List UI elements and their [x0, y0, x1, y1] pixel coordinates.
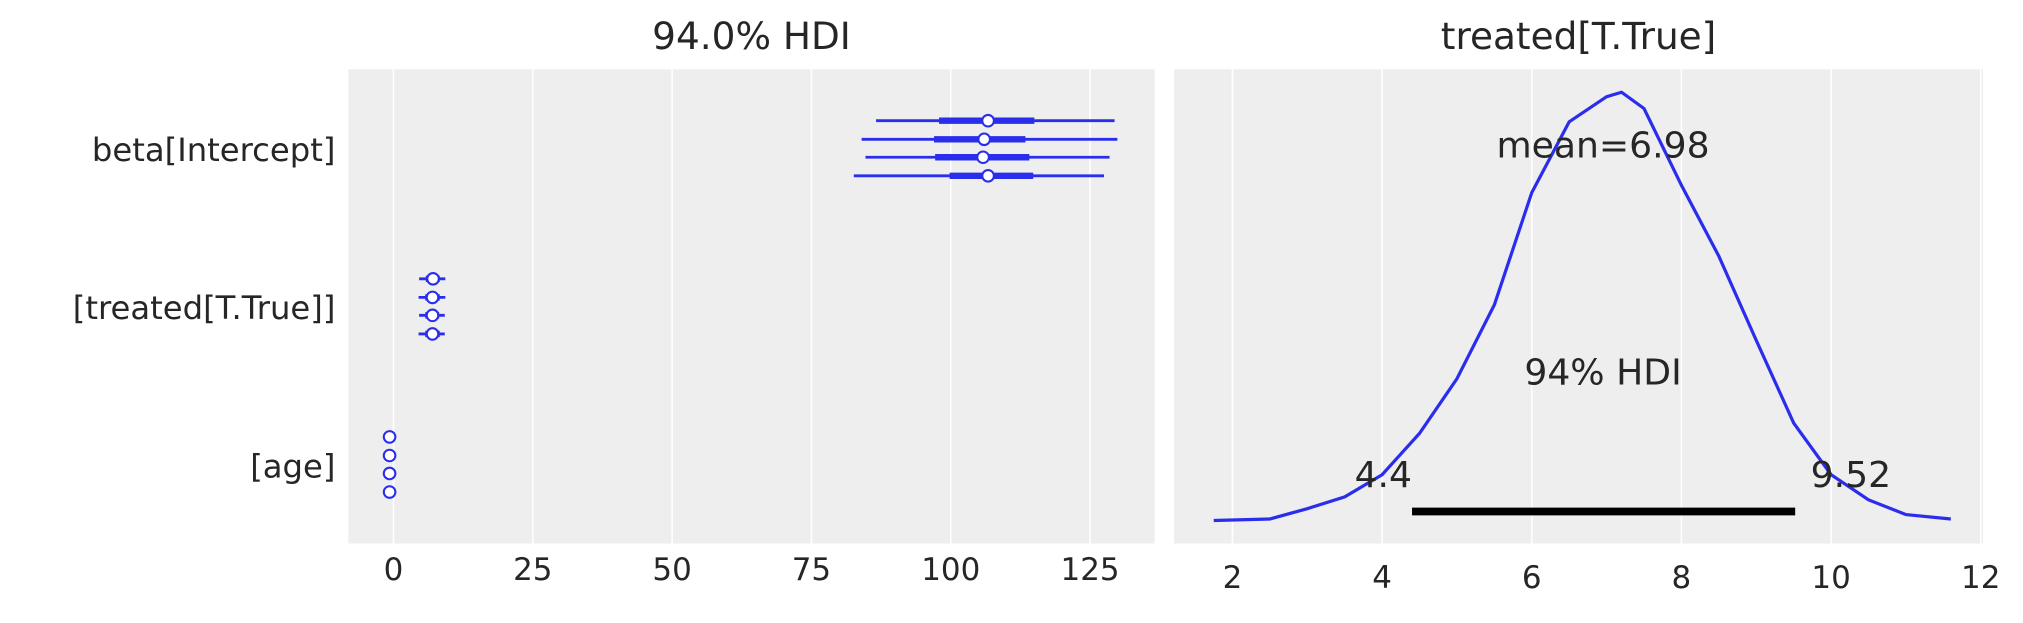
x-tick-label: 6: [1522, 560, 1542, 596]
x-tick-label: 8: [1672, 560, 1692, 596]
median-point: [976, 150, 990, 165]
chart-title: 94.0% HDI: [652, 14, 851, 58]
hdi-low-label: 4.4: [1355, 455, 1412, 496]
x-tick-label: 4: [1372, 560, 1392, 596]
median-point: [981, 113, 995, 128]
category-label: [age]: [250, 447, 335, 485]
density-line: [1213, 90, 1951, 523]
plot-background: [348, 69, 1155, 544]
x-tick-label: 75: [792, 552, 831, 588]
median-point: [382, 466, 397, 481]
x-tick-label: 125: [1061, 552, 1120, 588]
category-label: [treated[T.True]]: [73, 289, 336, 327]
median-point: [425, 308, 440, 323]
median-point: [426, 272, 440, 286]
x-tick-label: 10: [1811, 560, 1850, 596]
mean-label: mean=6.98: [1496, 125, 1709, 166]
x-tick-label: 12: [1961, 560, 2000, 596]
median-point: [382, 448, 397, 463]
hdi-label: 94% HDI: [1524, 352, 1681, 393]
median-point: [425, 327, 440, 341]
x-tick-label: 50: [652, 552, 691, 588]
median-point: [981, 169, 995, 183]
chart-title: treated[T.True]: [1441, 14, 1716, 58]
median-point: [382, 430, 397, 444]
x-tick-label: 25: [513, 552, 552, 588]
median-point: [425, 290, 440, 305]
x-tick-label: 2: [1223, 560, 1243, 596]
category-label: beta[Intercept]: [92, 131, 336, 169]
x-tick-label: 0: [384, 552, 404, 588]
plot-background: [1174, 69, 1984, 544]
x-tick-label: 100: [921, 552, 980, 588]
median-point: [382, 485, 397, 499]
median-point: [977, 132, 992, 147]
hdi-high-label: 9.52: [1811, 455, 1891, 496]
